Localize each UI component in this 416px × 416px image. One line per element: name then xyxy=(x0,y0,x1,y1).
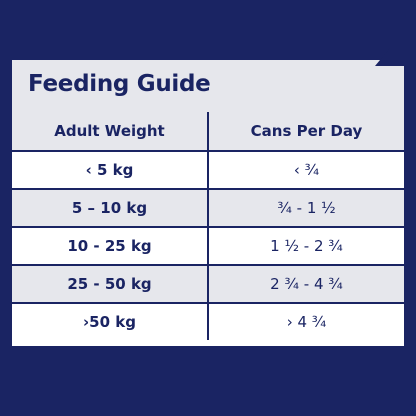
feeding-table: Adult Weight Cans Per Day ‹ 5 kg ‹ ¾ 5 –… xyxy=(12,112,404,340)
cans-cell: ¾ - 1 ½ xyxy=(207,188,404,227)
weight-cell: ‹ 5 kg xyxy=(12,151,208,189)
weight-cell: ›50 kg xyxy=(12,302,208,340)
weight-cell: 25 - 50 kg xyxy=(12,264,208,303)
column-header-adult-weight: Adult Weight xyxy=(12,112,208,152)
page-title: Feeding Guide xyxy=(28,71,211,97)
table-row: ›50 kg › 4 ¾ xyxy=(12,302,404,340)
table-row: 10 - 25 kg 1 ½ - 2 ¾ xyxy=(12,226,404,265)
cans-cell: 2 ¾ - 4 ¾ xyxy=(207,264,404,303)
cans-cell: › 4 ¾ xyxy=(207,302,404,340)
table-row: ‹ 5 kg ‹ ¾ xyxy=(12,151,404,189)
table-row: 5 – 10 kg ¾ - 1 ½ xyxy=(12,188,404,227)
title-corner-accent xyxy=(375,48,416,66)
table-header-row: Adult Weight Cans Per Day xyxy=(12,112,404,152)
table-row: 25 - 50 kg 2 ¾ - 4 ¾ xyxy=(12,264,404,303)
column-header-cans-per-day: Cans Per Day xyxy=(207,112,404,152)
cans-cell: 1 ½ - 2 ¾ xyxy=(207,226,404,265)
weight-cell: 5 – 10 kg xyxy=(12,188,208,227)
weight-cell: 10 - 25 kg xyxy=(12,226,208,265)
title-bar: Feeding Guide xyxy=(12,60,404,112)
cans-cell: ‹ ¾ xyxy=(207,151,404,189)
